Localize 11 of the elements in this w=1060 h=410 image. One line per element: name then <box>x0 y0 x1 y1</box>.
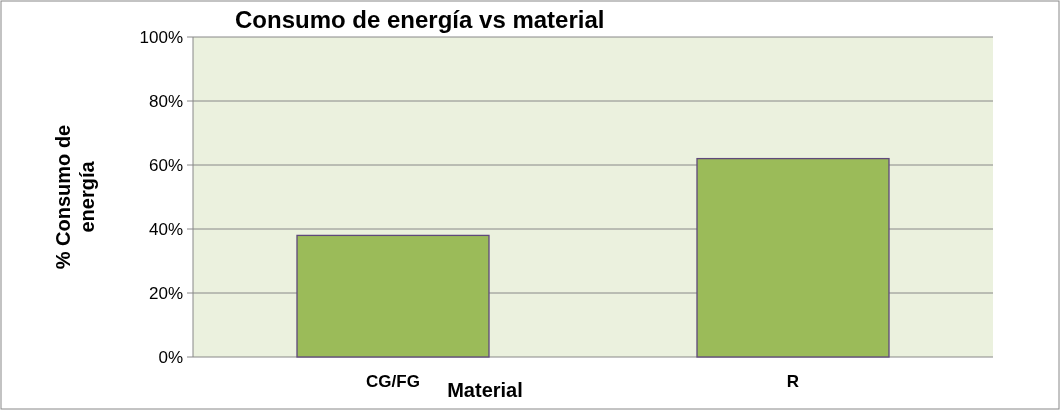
y-tick-label: 80% <box>148 91 183 111</box>
y-axis-title: % Consumo de energía <box>52 124 98 270</box>
y-tick-label: 40% <box>148 219 183 239</box>
x-axis-title: Material <box>447 379 523 401</box>
x-tick-label: R <box>786 372 800 391</box>
y-tick-label: 100% <box>139 27 183 47</box>
y-tick-label: 20% <box>148 283 183 303</box>
y-tick-label: 60% <box>148 155 183 175</box>
y-tick-label: 0% <box>158 347 183 367</box>
x-tick-label: CG/FG <box>366 372 420 391</box>
chart-title: Consumo de energía vs material <box>235 6 605 33</box>
